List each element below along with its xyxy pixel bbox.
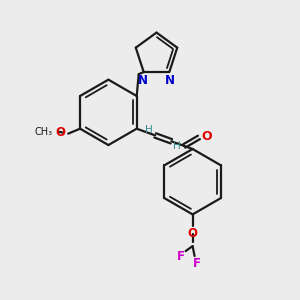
Text: F: F [177,250,185,262]
Text: H: H [145,125,153,135]
Text: O: O [55,126,65,139]
Text: H: H [173,141,181,151]
Text: O: O [201,130,211,143]
Text: CH₃: CH₃ [34,127,52,137]
Text: N: N [138,74,148,87]
Text: O: O [188,227,198,240]
Text: F: F [193,257,201,270]
Text: N: N [165,74,175,87]
